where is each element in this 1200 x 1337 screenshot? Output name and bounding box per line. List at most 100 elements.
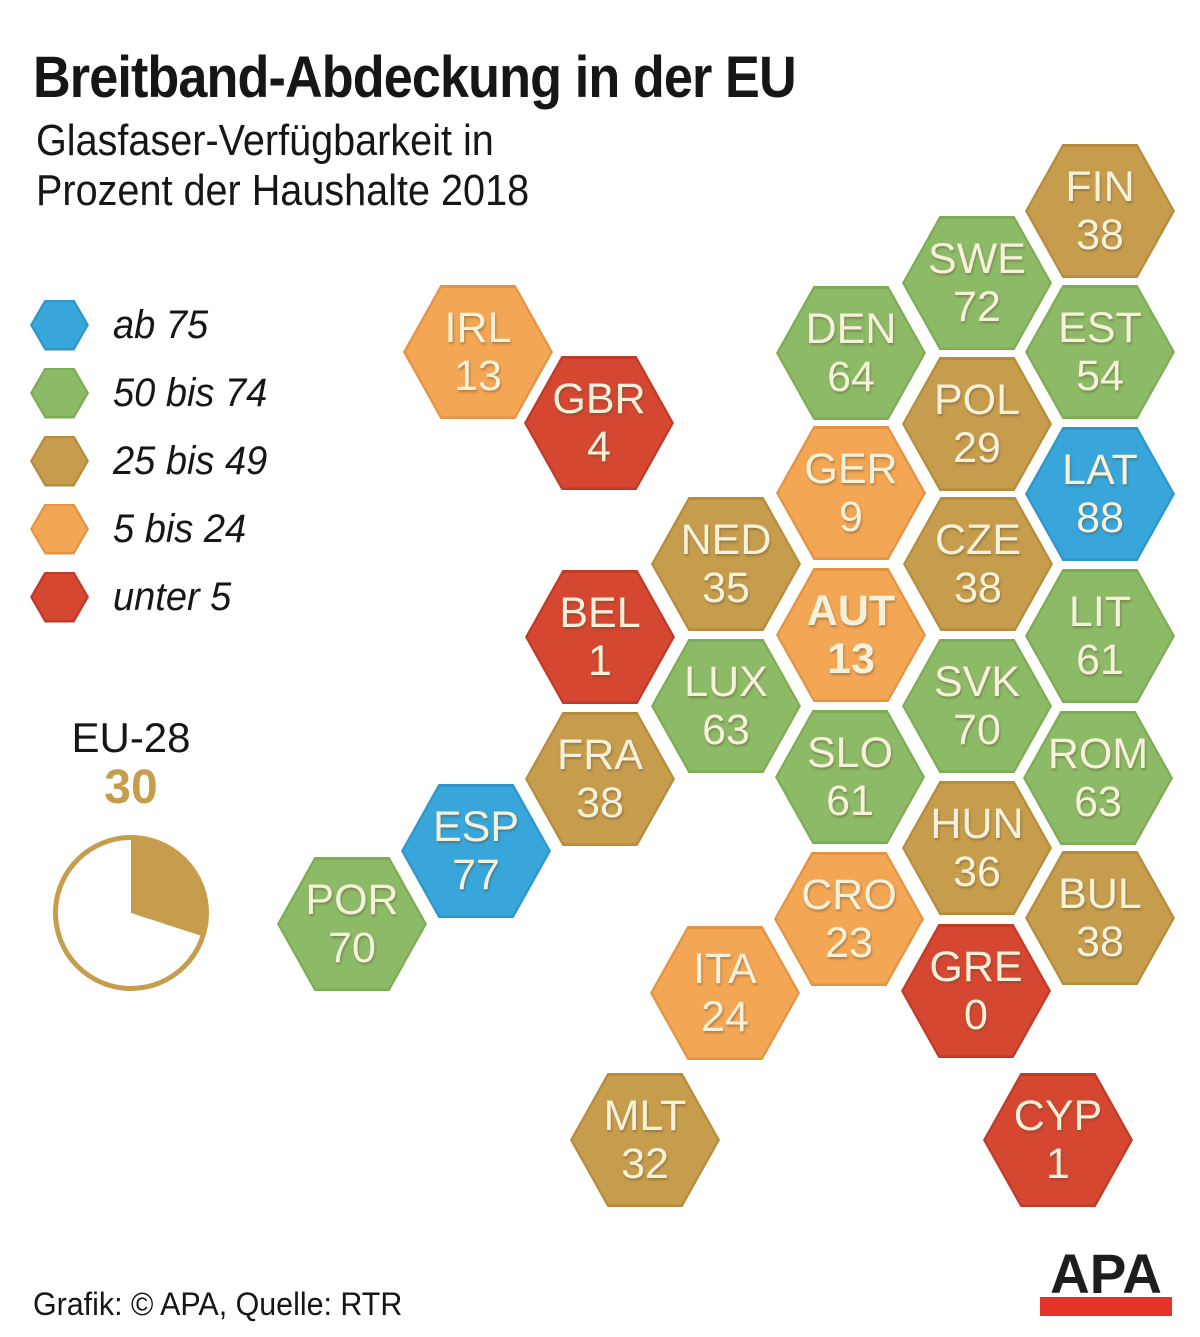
hex-tile-GRE: GRE 0 bbox=[901, 924, 1051, 1058]
hexagon-fill bbox=[653, 641, 799, 771]
hexagon-fill bbox=[653, 499, 799, 629]
country-code: CZE bbox=[935, 516, 1021, 564]
hex-tile-label: BEL 1 bbox=[525, 570, 675, 704]
hex-tile-FRA: FRA 38 bbox=[525, 712, 675, 846]
hex-tile-LIT: LIT 61 bbox=[1025, 569, 1175, 703]
legend-item-b5_24: 5 bis 24 bbox=[30, 495, 275, 563]
eu28-value: 30 bbox=[104, 761, 158, 814]
eu28-label: EU-28 bbox=[71, 714, 191, 761]
hex-tile-CZE: CZE 38 bbox=[903, 497, 1053, 631]
hexagon-fill bbox=[526, 358, 672, 488]
country-value: 1 bbox=[1046, 1140, 1070, 1188]
country-value: 64 bbox=[827, 353, 875, 401]
hex-tile-SWE: SWE 72 bbox=[902, 216, 1052, 350]
eu28-pie-chart bbox=[53, 835, 209, 991]
legend-item-label: unter 5 bbox=[113, 574, 232, 619]
hex-tile-label: SWE 72 bbox=[902, 216, 1052, 350]
country-value: 63 bbox=[1074, 778, 1122, 826]
hex-tile-NED: NED 35 bbox=[651, 497, 801, 631]
hex-tile-label: CZE 38 bbox=[903, 497, 1053, 631]
hexagon-fill bbox=[652, 928, 798, 1058]
hex-tile-label: CRO 23 bbox=[774, 852, 924, 986]
country-value: 0 bbox=[964, 991, 988, 1039]
apa-logo-text: APA bbox=[1050, 1242, 1162, 1305]
hex-tile-label: ITA 24 bbox=[650, 926, 800, 1060]
hex-tile-label: BUL 38 bbox=[1025, 851, 1175, 985]
country-code: FIN bbox=[1065, 163, 1135, 211]
country-value: 29 bbox=[953, 424, 1001, 472]
hexagon-fill bbox=[778, 570, 924, 700]
hex-tile-DEN: DEN 64 bbox=[776, 286, 926, 420]
hex-tile-SLO: SLO 61 bbox=[775, 710, 925, 844]
hexagon-fill bbox=[527, 572, 673, 702]
country-code: BUL bbox=[1058, 870, 1142, 918]
country-code: MLT bbox=[603, 1092, 687, 1140]
country-value: 9 bbox=[839, 493, 863, 541]
hex-tile-IRL: IRL 13 bbox=[403, 285, 553, 419]
country-code: ITA bbox=[693, 945, 757, 993]
legend-hex-icon bbox=[30, 503, 89, 555]
country-value: 4 bbox=[587, 423, 611, 471]
hex-tile-label: LAT 88 bbox=[1025, 427, 1175, 561]
country-value: 38 bbox=[1076, 211, 1124, 259]
hex-tile-label: AUT 13 bbox=[776, 568, 926, 702]
subtitle-line-1: Glasfaser-Verfügbarkeit in bbox=[36, 116, 494, 165]
country-code: ESP bbox=[432, 803, 520, 851]
hex-tile-label: SLO 61 bbox=[775, 710, 925, 844]
hexagon-fill bbox=[572, 1075, 718, 1205]
country-code: HUN bbox=[930, 800, 1024, 848]
footer-credit: Grafik: © APA, Quelle: RTR bbox=[33, 1286, 403, 1322]
legend-item-u5: unter 5 bbox=[30, 563, 275, 631]
country-value: 61 bbox=[826, 777, 874, 825]
apa-logo-red-bar bbox=[1040, 1297, 1172, 1316]
apa-logo: APA bbox=[1040, 1242, 1172, 1316]
hex-tile-label: EST 54 bbox=[1025, 285, 1175, 419]
country-value: 36 bbox=[953, 848, 1001, 896]
country-value: 54 bbox=[1076, 352, 1124, 400]
legend-hex-icon bbox=[30, 299, 89, 351]
legend-hex-icon bbox=[30, 367, 89, 419]
country-value: 77 bbox=[452, 851, 500, 899]
country-value: 63 bbox=[702, 706, 750, 754]
country-value: 32 bbox=[621, 1140, 669, 1188]
country-code: POL bbox=[933, 376, 1021, 424]
country-value: 38 bbox=[954, 564, 1002, 612]
hex-tile-MLT: MLT 32 bbox=[570, 1073, 720, 1207]
hex-tile-label: MLT 32 bbox=[570, 1073, 720, 1207]
country-code: NED bbox=[680, 516, 772, 564]
country-value: 61 bbox=[1076, 636, 1124, 684]
country-code: GER bbox=[804, 445, 898, 493]
country-code: AUT bbox=[806, 587, 896, 635]
hex-tile-LUX: LUX 63 bbox=[651, 639, 801, 773]
hex-tile-label: FIN 38 bbox=[1025, 144, 1175, 278]
hex-tile-CYP: CYP 1 bbox=[983, 1073, 1133, 1207]
hex-tile-label: POR 70 bbox=[277, 857, 427, 991]
legend-item-label: 5 bis 24 bbox=[113, 506, 247, 551]
hex-tile-ITA: ITA 24 bbox=[650, 926, 800, 1060]
page-title: Breitband-Abdeckung in der EU bbox=[33, 45, 797, 110]
page-subtitle: Glasfaser-Verfügbarkeit in Prozent der H… bbox=[36, 116, 529, 216]
country-code: GBR bbox=[552, 375, 646, 423]
country-code: ROM bbox=[1047, 730, 1149, 778]
country-code: LUX bbox=[684, 658, 768, 706]
country-code: DEN bbox=[805, 305, 897, 353]
hex-tile-label: HUN 36 bbox=[902, 781, 1052, 915]
country-code: SWE bbox=[928, 235, 1026, 283]
legend-item-b25_49: 25 bis 49 bbox=[30, 427, 275, 495]
country-value: 88 bbox=[1076, 494, 1124, 542]
country-code: CYP bbox=[1013, 1092, 1103, 1140]
hex-tile-POR: POR 70 bbox=[277, 857, 427, 991]
country-code: SVK bbox=[933, 658, 1021, 706]
hexagon-fill bbox=[776, 854, 922, 984]
hex-tile-FIN: FIN 38 bbox=[1025, 144, 1175, 278]
hexagon-fill bbox=[777, 712, 923, 842]
hex-tile-label: ROM 63 bbox=[1023, 711, 1173, 845]
hex-tile-label: NED 35 bbox=[651, 497, 801, 631]
hex-tile-label: LUX 63 bbox=[651, 639, 801, 773]
hexagon-fill bbox=[32, 574, 87, 620]
legend-item-b50_74: 50 bis 74 bbox=[30, 359, 275, 427]
hex-tile-label: SVK 70 bbox=[902, 639, 1052, 773]
hex-tile-label: GBR 4 bbox=[524, 356, 674, 490]
country-code: LAT bbox=[1062, 446, 1138, 494]
hex-tile-GER: GER 9 bbox=[776, 426, 926, 560]
